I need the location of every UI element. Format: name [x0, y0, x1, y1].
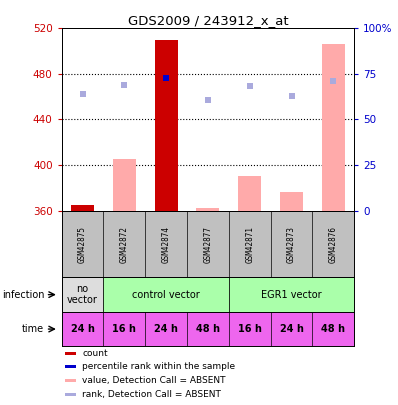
Bar	[238, 177, 261, 211]
Text: GSM42872: GSM42872	[120, 226, 129, 262]
Bar	[322, 44, 345, 211]
Text: count: count	[82, 349, 108, 358]
Text: 24 h: 24 h	[154, 324, 178, 334]
Text: GSM42875: GSM42875	[78, 226, 87, 262]
Bar	[71, 205, 94, 211]
Bar	[64, 365, 76, 368]
Bar	[229, 277, 354, 312]
Text: 24 h: 24 h	[71, 324, 94, 334]
Text: GSM42873: GSM42873	[287, 226, 296, 262]
Bar	[64, 352, 76, 355]
Text: GSM42876: GSM42876	[329, 226, 338, 262]
Text: GSM42877: GSM42877	[203, 226, 213, 262]
Text: infection: infection	[2, 290, 44, 300]
Text: value, Detection Call = ABSENT: value, Detection Call = ABSENT	[82, 376, 226, 385]
Title: GDS2009 / 243912_x_at: GDS2009 / 243912_x_at	[128, 14, 288, 27]
Text: rank, Detection Call = ABSENT: rank, Detection Call = ABSENT	[82, 390, 221, 399]
Text: 24 h: 24 h	[280, 324, 303, 334]
Text: EGR1 vector: EGR1 vector	[261, 290, 322, 300]
Text: 48 h: 48 h	[196, 324, 220, 334]
Text: control vector: control vector	[132, 290, 200, 300]
Text: percentile rank within the sample: percentile rank within the sample	[82, 362, 235, 371]
Text: no
vector: no vector	[67, 284, 98, 305]
Text: time: time	[22, 324, 44, 334]
Bar	[113, 159, 136, 211]
Bar	[155, 40, 178, 211]
Text: 16 h: 16 h	[238, 324, 261, 334]
Bar	[62, 277, 103, 312]
Bar	[64, 379, 76, 382]
Bar	[280, 192, 303, 211]
Bar	[197, 208, 219, 211]
Text: 48 h: 48 h	[321, 324, 345, 334]
Bar	[64, 392, 76, 396]
Text: GSM42871: GSM42871	[245, 226, 254, 262]
Text: GSM42874: GSM42874	[162, 226, 171, 262]
Text: 16 h: 16 h	[113, 324, 136, 334]
Bar	[103, 277, 229, 312]
